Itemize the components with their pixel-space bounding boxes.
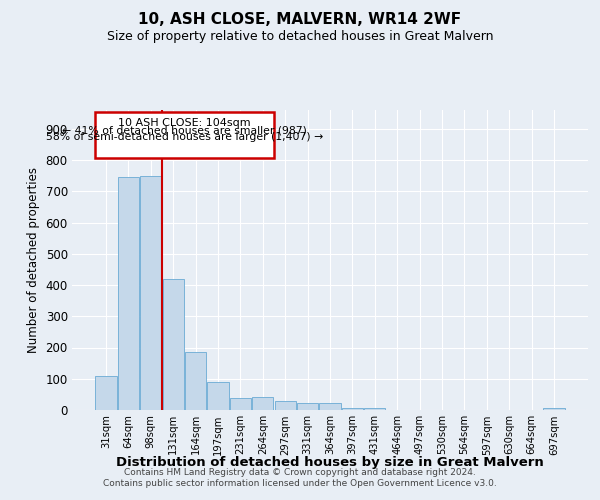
Bar bbox=[185, 352, 206, 410]
Text: 10, ASH CLOSE, MALVERN, WR14 2WF: 10, ASH CLOSE, MALVERN, WR14 2WF bbox=[139, 12, 461, 28]
Bar bbox=[297, 403, 318, 410]
Bar bbox=[118, 177, 139, 410]
Bar bbox=[342, 408, 363, 410]
Bar bbox=[208, 382, 229, 410]
Bar bbox=[163, 279, 184, 410]
FancyBboxPatch shape bbox=[95, 112, 274, 158]
Y-axis label: Number of detached properties: Number of detached properties bbox=[27, 167, 40, 353]
Text: ← 41% of detached houses are smaller (987): ← 41% of detached houses are smaller (98… bbox=[62, 126, 307, 136]
Text: Size of property relative to detached houses in Great Malvern: Size of property relative to detached ho… bbox=[107, 30, 493, 43]
Bar bbox=[364, 408, 385, 410]
Bar bbox=[319, 403, 341, 410]
Text: 58% of semi-detached houses are larger (1,407) →: 58% of semi-detached houses are larger (… bbox=[46, 132, 323, 142]
Bar bbox=[275, 401, 296, 410]
Bar bbox=[230, 398, 251, 410]
Bar bbox=[252, 397, 274, 410]
Bar bbox=[140, 176, 161, 410]
Text: Distribution of detached houses by size in Great Malvern: Distribution of detached houses by size … bbox=[116, 456, 544, 469]
Bar bbox=[95, 376, 117, 410]
Text: Contains HM Land Registry data © Crown copyright and database right 2024.
Contai: Contains HM Land Registry data © Crown c… bbox=[103, 468, 497, 487]
Bar bbox=[543, 408, 565, 410]
Text: 10 ASH CLOSE: 104sqm: 10 ASH CLOSE: 104sqm bbox=[118, 118, 251, 128]
